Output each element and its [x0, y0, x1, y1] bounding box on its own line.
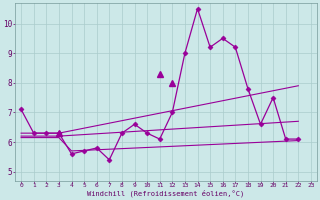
X-axis label: Windchill (Refroidissement éolien,°C): Windchill (Refroidissement éolien,°C): [87, 190, 244, 197]
